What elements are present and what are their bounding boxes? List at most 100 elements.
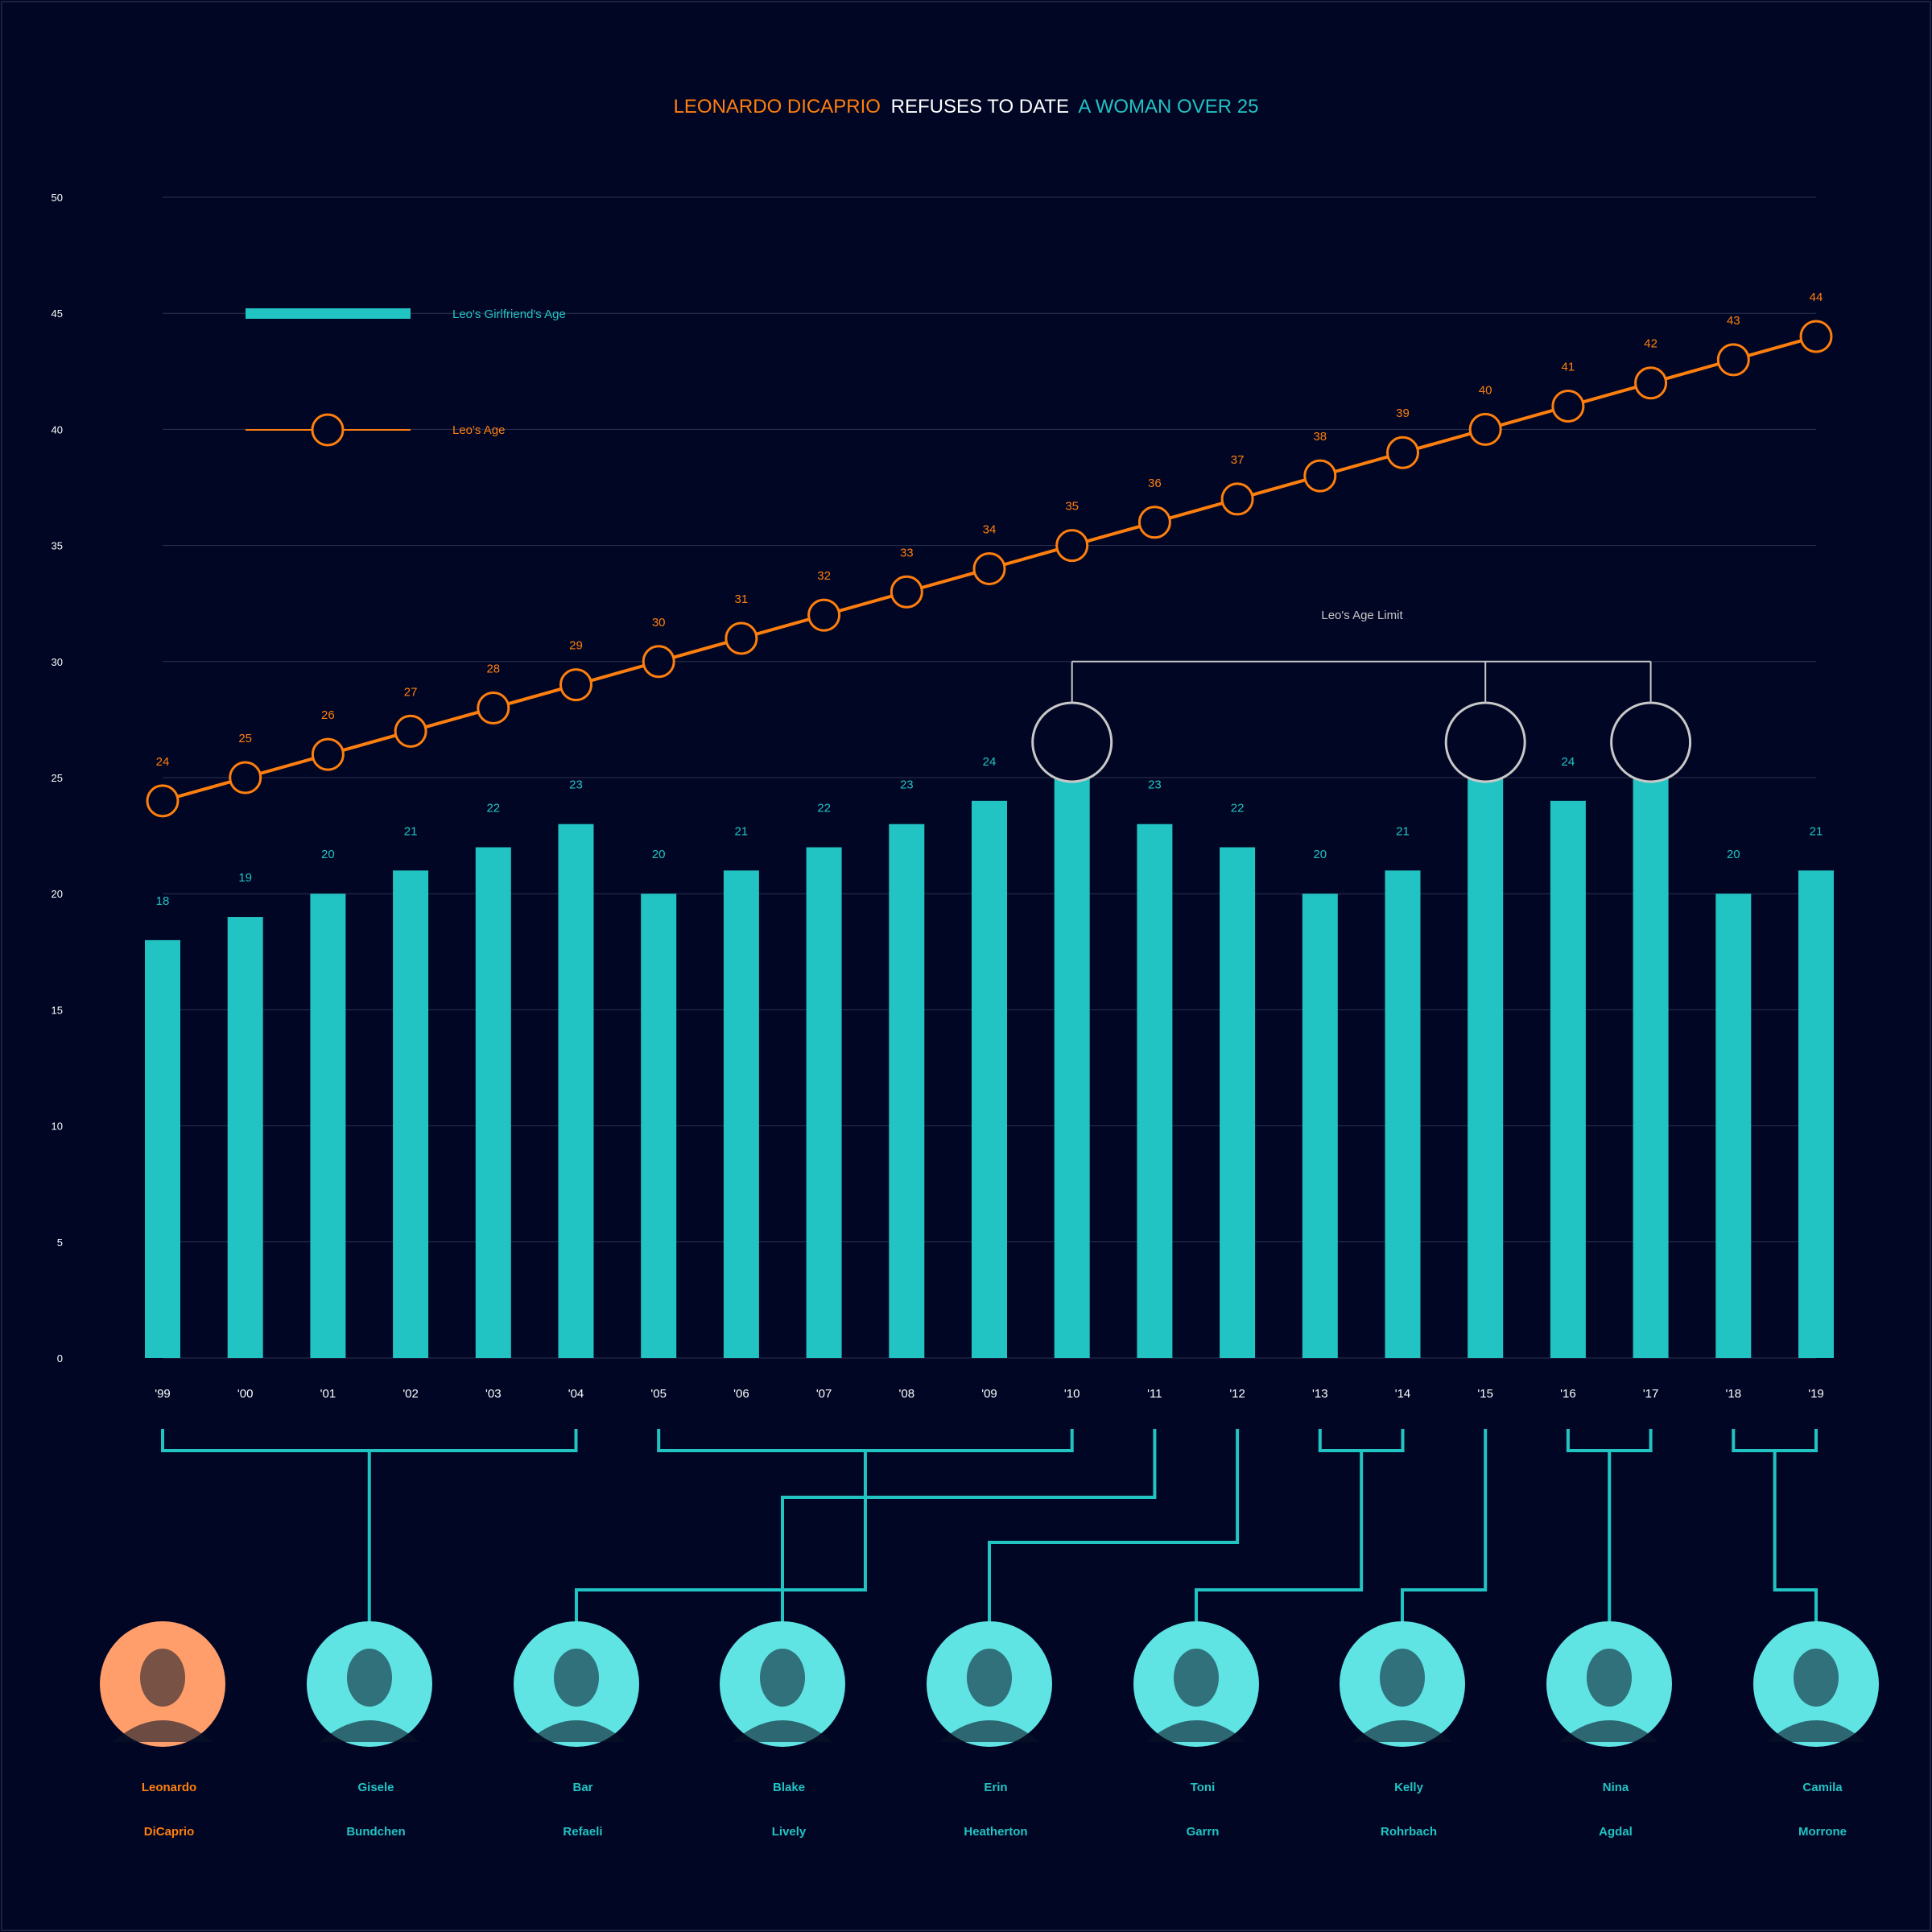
bar [972,800,1007,1358]
bar-value-label: 20 [1727,848,1740,861]
person-last-name: Refaeli [563,1825,602,1839]
bracket-blake [781,1429,1157,1623]
person-last-name: Rohrbach [1381,1825,1437,1839]
bracket-cap [1732,1429,1818,1452]
portrait-shoulders [1766,1720,1866,1742]
leo-age-label: 28 [486,662,500,675]
bar [1633,778,1669,1358]
x-tick-label: '18 [1726,1387,1742,1401]
y-tick-label: 50 [52,192,63,204]
portrait-shoulders [733,1720,832,1742]
bar [1137,824,1173,1358]
leo-age-label: 30 [652,616,666,630]
y-tick-label: 30 [52,656,63,668]
x-tick-label: '07 [816,1387,832,1401]
bar [558,824,594,1358]
bracket-camila [1732,1429,1818,1623]
portrait-face [1174,1649,1219,1707]
leo-age-marker [559,668,592,702]
bracket-gisele [161,1429,578,1623]
leo-age-label: 39 [1396,407,1410,420]
portrait-shoulders [1559,1720,1659,1742]
x-tick-label: '14 [1395,1387,1411,1401]
leo-age-label: 31 [735,592,749,606]
portrait-face [347,1649,392,1707]
leo-age-marker [477,691,510,724]
bracket-cap [1566,1429,1653,1452]
leo-age-marker [1220,482,1254,516]
leo-age-label: 38 [1313,430,1327,444]
chart-title: LEONARDO DICAPRIO REFUSES TO DATE A WOMA… [674,96,1259,118]
bracket-cap [657,1429,1074,1452]
legend-label-girlfriend: Leo's Girlfriend's Age [452,308,566,321]
bracket-cap [1318,1429,1405,1452]
leo-age-marker [394,714,427,748]
bar [227,917,263,1358]
y-tick-label: 25 [52,772,63,784]
portrait-face [760,1649,805,1707]
person-first-name: Nina [1603,1781,1629,1794]
bar-value-label: 21 [1396,824,1410,838]
bracket-nina [1566,1429,1653,1623]
x-tick-label: '05 [650,1387,667,1401]
leo-age-marker [1468,412,1502,446]
bracket-toni [1195,1429,1405,1623]
leo-age-marker [1634,366,1668,400]
bar [393,870,429,1358]
portrait-shoulders [113,1720,213,1742]
portrait-shoulders [526,1720,626,1742]
person-first-name: Toni [1191,1781,1216,1794]
bar-value-label: 20 [1313,848,1327,861]
leo-age-label: 34 [983,522,997,536]
portrait-face [967,1649,1012,1707]
bracket-path [1401,1429,1488,1623]
x-tick-label: '08 [899,1387,915,1401]
portrait-shoulders [1146,1720,1246,1742]
bar-value-label: 23 [1148,778,1162,792]
legend-swatch-leo-marker [311,413,345,447]
x-tick-label: '04 [568,1387,584,1401]
leo-age-label: 40 [1479,383,1492,397]
limit-circle [1031,701,1113,783]
bar-value-label: 22 [817,802,831,815]
bar [1715,894,1752,1358]
legend: Leo's Girlfriend's Age Leo's Age [246,308,566,447]
bar-value-label: 21 [735,824,749,838]
bar-data-labels: 1819202122232021222324252322202125242520… [156,736,1823,908]
title-part-2: REFUSES TO DATE [891,96,1069,118]
bar [1054,778,1090,1358]
leo-age-marker [724,621,758,655]
person-last-name: Agdal [1599,1825,1633,1839]
bar [1468,778,1504,1358]
bar [310,894,346,1358]
y-tick-label: 15 [52,1004,63,1016]
bracket-cap [161,1429,578,1452]
leo-age-marker [1303,459,1337,493]
bar-value-label: 21 [404,824,418,838]
person-first-name: Kelly [1394,1781,1424,1794]
person-first-name: Blake [773,1781,805,1794]
y-tick-label: 0 [57,1352,63,1364]
y-tick-label: 40 [52,423,63,436]
bar [806,847,842,1358]
person-last-name: Bundchen [346,1825,405,1839]
portrait-face [1587,1649,1632,1707]
limit-circle [1444,701,1526,783]
bar [1385,870,1421,1358]
relationship-brackets [161,1429,1818,1623]
limit-circle [1610,701,1692,783]
bracket-path [575,1451,867,1623]
x-tick-label: '03 [485,1387,502,1401]
person-first-name: Camila [1802,1781,1843,1794]
leo-age-marker [1799,320,1833,353]
person-last-name: Garrn [1187,1825,1220,1839]
leo-age-label: 24 [156,755,170,769]
y-tick-label: 20 [52,888,63,900]
bar [889,824,925,1358]
bar [1798,870,1834,1358]
bar [723,870,759,1358]
portrait-face [554,1649,599,1707]
bar [1302,894,1338,1358]
y-tick-label: 10 [52,1121,63,1133]
x-tick-label: '19 [1808,1387,1824,1401]
